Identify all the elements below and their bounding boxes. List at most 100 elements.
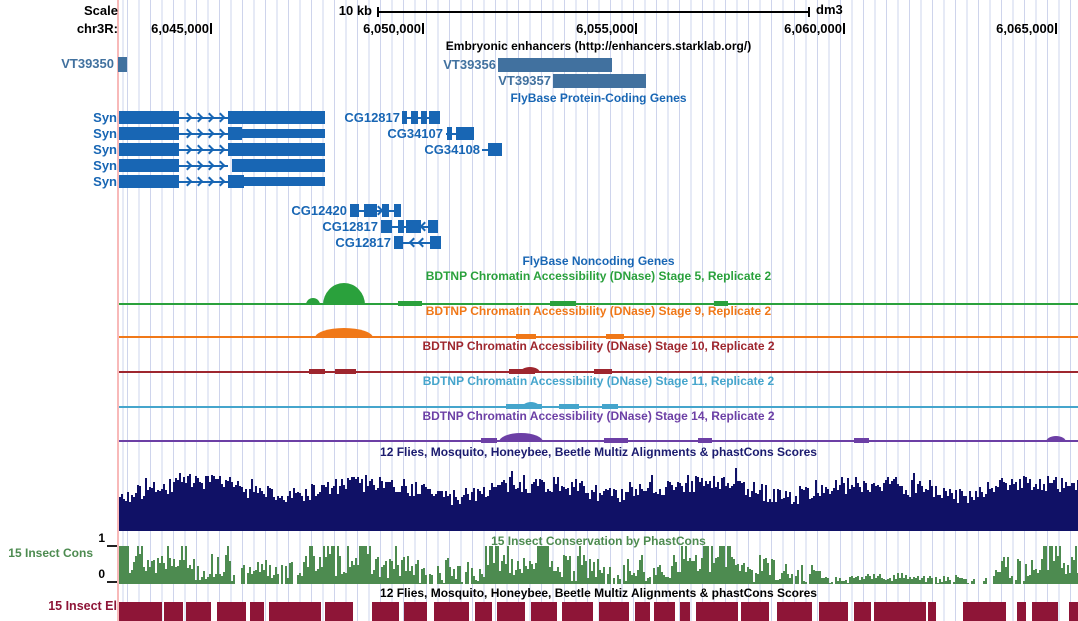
alignment-bar bbox=[635, 488, 637, 531]
gene-label[interactable]: CG12817 bbox=[322, 219, 378, 234]
conservation-bar bbox=[351, 560, 353, 584]
exon-box[interactable] bbox=[447, 127, 452, 140]
exon-box[interactable] bbox=[394, 204, 401, 217]
exon-box[interactable] bbox=[242, 129, 325, 138]
alignment-bar bbox=[533, 482, 535, 531]
exon-box[interactable] bbox=[228, 127, 242, 140]
exon-box[interactable] bbox=[394, 236, 403, 249]
enhancer-box[interactable] bbox=[498, 58, 612, 72]
exon-box[interactable] bbox=[350, 204, 359, 217]
exon-box[interactable] bbox=[398, 220, 404, 233]
insect-elements-track-label[interactable]: 15 Insect El bbox=[48, 599, 117, 613]
exon-box[interactable] bbox=[421, 111, 427, 124]
enhancer-label[interactable]: VT39356 bbox=[443, 57, 496, 72]
conservation-bar bbox=[1071, 557, 1073, 584]
exon-box[interactable] bbox=[228, 143, 325, 156]
alignment-bar bbox=[901, 485, 903, 531]
alignment-bar bbox=[173, 482, 175, 531]
exon-box[interactable] bbox=[382, 204, 389, 217]
conservation-bar bbox=[797, 570, 799, 584]
conserved-element-block bbox=[496, 602, 526, 621]
alignment-bar bbox=[689, 492, 691, 531]
exon-box[interactable] bbox=[232, 159, 325, 172]
alignment-bar bbox=[975, 491, 977, 531]
gene-label[interactable]: CG34108 bbox=[424, 142, 480, 157]
gene-label[interactable]: CG12817 bbox=[344, 110, 400, 125]
multiz-conservation-histogram[interactable] bbox=[119, 465, 1078, 531]
exon-box[interactable] bbox=[456, 127, 474, 140]
alignment-bar bbox=[575, 479, 577, 531]
exon-box[interactable] bbox=[430, 236, 441, 249]
exon-box[interactable] bbox=[119, 143, 179, 156]
exon-box[interactable] bbox=[119, 127, 179, 140]
exon-box[interactable] bbox=[411, 111, 418, 124]
conservation-bar bbox=[881, 578, 883, 584]
enhancer-box[interactable] bbox=[118, 57, 127, 72]
dnase-peak bbox=[306, 298, 320, 305]
enhancer-label[interactable]: VT39350 bbox=[61, 56, 114, 71]
exon-box[interactable] bbox=[119, 111, 179, 124]
alignment-bar bbox=[235, 485, 237, 531]
conservation-bar bbox=[297, 575, 299, 584]
gene-label[interactable]: Syn bbox=[93, 174, 117, 189]
conservation-bar bbox=[417, 559, 419, 584]
gene-label[interactable]: CG12817 bbox=[335, 235, 391, 250]
enhancer-box[interactable] bbox=[553, 74, 646, 88]
alignment-bar bbox=[1041, 489, 1043, 531]
alignment-bar bbox=[147, 490, 149, 531]
alignment-bar bbox=[523, 475, 525, 531]
alignment-bar bbox=[443, 496, 445, 531]
exon-box[interactable] bbox=[228, 111, 325, 124]
conservation-bar bbox=[641, 555, 643, 584]
alignment-bar bbox=[137, 484, 139, 531]
conservation-bar bbox=[627, 559, 629, 584]
conservation-bar bbox=[603, 566, 605, 584]
alignment-bar bbox=[223, 486, 225, 531]
phastcons-track-label[interactable]: 15 Insect Cons bbox=[8, 546, 93, 560]
conserved-elements-track[interactable] bbox=[119, 602, 1078, 621]
conservation-bar bbox=[515, 569, 517, 584]
gene-label[interactable]: Syn bbox=[93, 126, 117, 141]
alignment-bar bbox=[685, 483, 687, 531]
conserved-element-block bbox=[531, 602, 557, 621]
exon-box[interactable] bbox=[488, 143, 502, 156]
conservation-bar bbox=[647, 577, 649, 584]
exon-box[interactable] bbox=[406, 220, 421, 233]
conservation-bar bbox=[133, 561, 135, 584]
gene-label[interactable]: CG34107 bbox=[387, 126, 443, 141]
exon-box[interactable] bbox=[228, 175, 244, 188]
exon-box[interactable] bbox=[381, 220, 392, 233]
alignment-bar bbox=[725, 486, 727, 531]
alignment-bar bbox=[887, 476, 889, 531]
gene-label[interactable]: Syn bbox=[93, 158, 117, 173]
conservation-bar bbox=[437, 566, 439, 584]
conservation-bar bbox=[309, 546, 311, 584]
alignment-bar bbox=[1047, 476, 1049, 531]
alignment-bar bbox=[597, 501, 599, 531]
conservation-bar bbox=[637, 569, 639, 584]
alignment-bar bbox=[803, 490, 805, 531]
ruler-tick-mark bbox=[422, 23, 424, 34]
exon-box[interactable] bbox=[119, 159, 179, 172]
alignment-bar bbox=[547, 489, 549, 531]
exon-box[interactable] bbox=[364, 204, 377, 217]
exon-box[interactable] bbox=[429, 111, 440, 124]
conservation-bar bbox=[171, 566, 173, 584]
exon-box[interactable] bbox=[402, 111, 407, 124]
alignment-bar bbox=[671, 484, 673, 531]
exon-box[interactable] bbox=[244, 177, 325, 186]
conservation-bar bbox=[983, 581, 985, 584]
enhancer-label[interactable]: VT39357 bbox=[498, 73, 551, 88]
phastcons-histogram[interactable] bbox=[119, 546, 1078, 584]
alignment-bar bbox=[491, 482, 493, 531]
gene-label[interactable]: Syn bbox=[93, 110, 117, 125]
conservation-bar bbox=[1041, 558, 1043, 584]
alignment-bar bbox=[799, 485, 801, 531]
intron-line bbox=[179, 181, 228, 183]
alignment-bar bbox=[163, 484, 165, 531]
exon-box[interactable] bbox=[119, 175, 179, 188]
gene-label[interactable]: Syn bbox=[93, 142, 117, 157]
exon-box[interactable] bbox=[428, 220, 438, 233]
gene-label[interactable]: CG12420 bbox=[291, 203, 347, 218]
alignment-bar bbox=[427, 489, 429, 531]
